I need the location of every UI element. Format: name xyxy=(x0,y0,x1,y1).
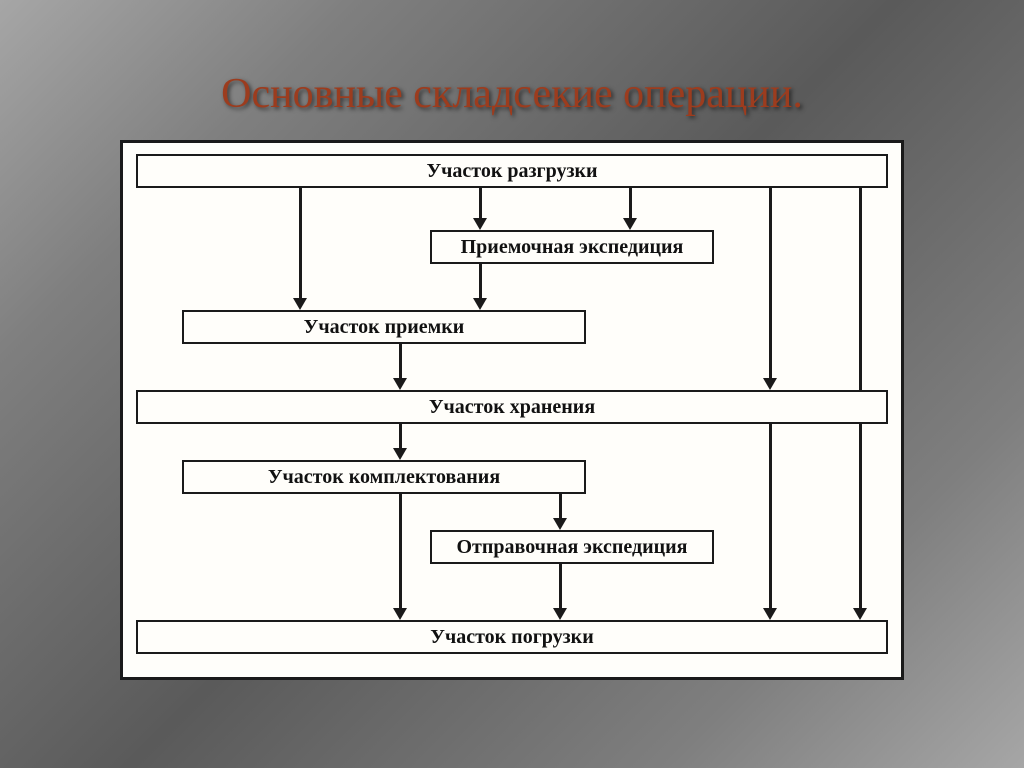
arrowhead-icon xyxy=(473,218,487,230)
arrowhead-icon xyxy=(553,518,567,530)
arrowhead-icon xyxy=(393,378,407,390)
flow-node-load: Участок погрузки xyxy=(136,620,888,654)
flow-arrow xyxy=(299,188,302,300)
arrowhead-icon xyxy=(623,218,637,230)
flow-arrow xyxy=(399,494,402,610)
flow-node-recv_exp: Приемочная экспедиция xyxy=(430,230,714,264)
arrowhead-icon xyxy=(553,608,567,620)
flow-node-recv: Участок приемки xyxy=(182,310,586,344)
arrowhead-icon xyxy=(293,298,307,310)
flow-arrow xyxy=(399,344,402,380)
flow-diagram: Участок разгрузки Приемочная экспедиция Уч… xyxy=(120,140,904,680)
flow-node-store: Участок хранения xyxy=(136,390,888,424)
arrowhead-icon xyxy=(393,608,407,620)
flow-node-ship_exp: Отправочная экспедиция xyxy=(430,530,714,564)
flow-arrow xyxy=(479,188,482,220)
slide-title: Основные складсекие операции. xyxy=(0,70,1024,118)
flow-arrow xyxy=(479,264,482,300)
flow-arrow xyxy=(559,564,562,610)
flow-arrow xyxy=(629,188,632,220)
flow-arrow xyxy=(399,424,402,450)
arrowhead-icon xyxy=(763,378,777,390)
arrowhead-icon xyxy=(473,298,487,310)
flow-arrow xyxy=(769,424,772,610)
flow-node-pick: Участок комплектования xyxy=(182,460,586,494)
arrowhead-icon xyxy=(853,608,867,620)
flow-arrow xyxy=(559,494,562,520)
flow-arrow xyxy=(769,188,772,380)
arrowhead-icon xyxy=(763,608,777,620)
arrowhead-icon xyxy=(393,448,407,460)
flow-node-unload: Участок разгрузки xyxy=(136,154,888,188)
slide: Основные складсекие операции. Участок ра… xyxy=(0,0,1024,768)
